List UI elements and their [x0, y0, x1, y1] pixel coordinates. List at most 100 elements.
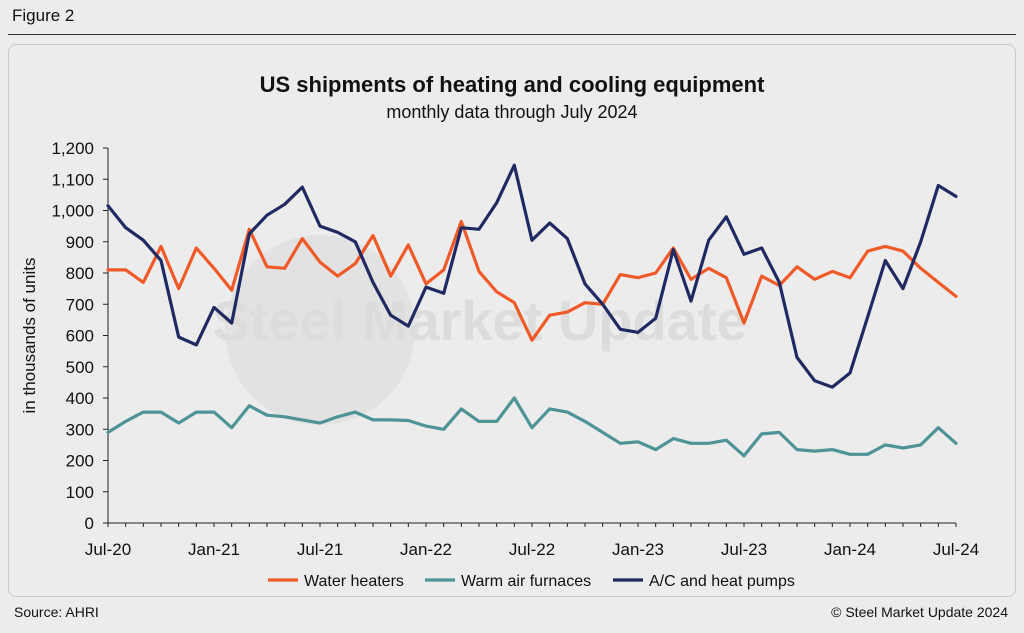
- data-point: [779, 282, 781, 284]
- data-point: [514, 164, 516, 166]
- data-point: [178, 422, 180, 424]
- x-tick-label: Jul-21: [297, 540, 343, 559]
- data-point: [425, 425, 427, 427]
- data-point: [814, 450, 816, 452]
- y-tick-label: 0: [85, 514, 94, 533]
- data-point: [584, 302, 586, 304]
- data-point: [143, 282, 145, 284]
- data-point: [885, 444, 887, 446]
- y-tick-label: 500: [66, 358, 94, 377]
- data-point: [443, 293, 445, 295]
- data-point: [832, 386, 834, 388]
- data-point: [743, 253, 745, 255]
- series-line-warm-air-furnaces: [106, 396, 958, 458]
- series-water-heaters: [106, 219, 958, 342]
- data-point: [337, 416, 339, 418]
- data-point: [213, 307, 215, 309]
- data-point: [708, 268, 710, 270]
- data-point: [284, 268, 286, 270]
- data-point: [955, 296, 957, 298]
- y-axis-label: in thousands of units: [20, 258, 39, 414]
- data-point: [231, 427, 233, 429]
- data-point: [478, 228, 480, 230]
- data-point: [814, 380, 816, 382]
- data-point: [761, 275, 763, 277]
- data-point: [178, 336, 180, 338]
- data-point: [266, 414, 268, 416]
- y-tick-label: 800: [66, 264, 94, 283]
- data-point: [549, 222, 551, 224]
- data-point: [337, 275, 339, 277]
- data-point: [867, 250, 869, 252]
- data-point: [531, 239, 533, 241]
- header-divider: [8, 34, 1016, 35]
- data-point: [514, 397, 516, 399]
- data-point: [443, 428, 445, 430]
- data-point: [408, 325, 410, 327]
- data-point: [337, 232, 339, 234]
- data-point: [302, 186, 304, 188]
- axes: 0 100 200 300 400 500 600 700 800 900 1,000 1,100 1,…: [20, 139, 979, 559]
- y-tick-label: 200: [66, 452, 94, 471]
- data-point: [284, 203, 286, 205]
- data-point: [796, 266, 798, 268]
- data-point: [461, 408, 463, 410]
- data-point: [567, 411, 569, 413]
- data-point: [390, 314, 392, 316]
- data-point: [655, 449, 657, 451]
- data-point: [496, 291, 498, 293]
- data-point: [708, 443, 710, 445]
- data-point: [902, 288, 904, 290]
- x-tick-label: Jul-20: [85, 540, 131, 559]
- data-point: [902, 447, 904, 449]
- data-point: [302, 419, 304, 421]
- data-point: [673, 438, 675, 440]
- data-point: [443, 269, 445, 271]
- data-point: [584, 421, 586, 423]
- data-point: [602, 303, 604, 305]
- data-point: [143, 411, 145, 413]
- data-point: [231, 322, 233, 324]
- data-point: [938, 185, 940, 187]
- data-point: [408, 420, 410, 422]
- data-point: [602, 432, 604, 434]
- data-point: [355, 241, 357, 243]
- data-point: [319, 261, 321, 263]
- data-point: [160, 260, 162, 262]
- data-point: [549, 408, 551, 410]
- series-warm-air-furnaces: [106, 396, 958, 458]
- data-point: [213, 411, 215, 413]
- data-point: [461, 227, 463, 229]
- data-point: [885, 246, 887, 248]
- data-point: [107, 432, 109, 434]
- data-point: [249, 228, 251, 230]
- data-point: [690, 443, 692, 445]
- data-point: [390, 419, 392, 421]
- data-point: [249, 233, 251, 235]
- data-point: [867, 453, 869, 455]
- chart-subtitle: monthly data through July 2024: [386, 102, 638, 122]
- source-note: Source: AHRI: [14, 604, 99, 620]
- x-tick-label: Jan-21: [188, 540, 240, 559]
- legend-item-water-heaters: Water heaters: [268, 573, 404, 590]
- x-tick-label: Jul-23: [721, 540, 767, 559]
- data-point: [690, 300, 692, 302]
- data-point: [125, 421, 127, 423]
- data-point: [355, 411, 357, 413]
- data-point: [160, 411, 162, 413]
- series-lines: [106, 163, 958, 458]
- series-line-water-heaters: [106, 219, 958, 342]
- figure-label: Figure 2: [12, 6, 75, 25]
- data-point: [955, 443, 957, 445]
- data-point: [849, 277, 851, 279]
- data-point: [920, 268, 922, 270]
- data-point: [637, 441, 639, 443]
- data-point: [425, 283, 427, 285]
- data-point: [567, 238, 569, 240]
- data-point: [125, 269, 127, 271]
- data-point: [655, 272, 657, 274]
- x-tick-label: Jul-22: [509, 540, 555, 559]
- data-point: [196, 411, 198, 413]
- data-point: [213, 268, 215, 270]
- data-point: [478, 271, 480, 273]
